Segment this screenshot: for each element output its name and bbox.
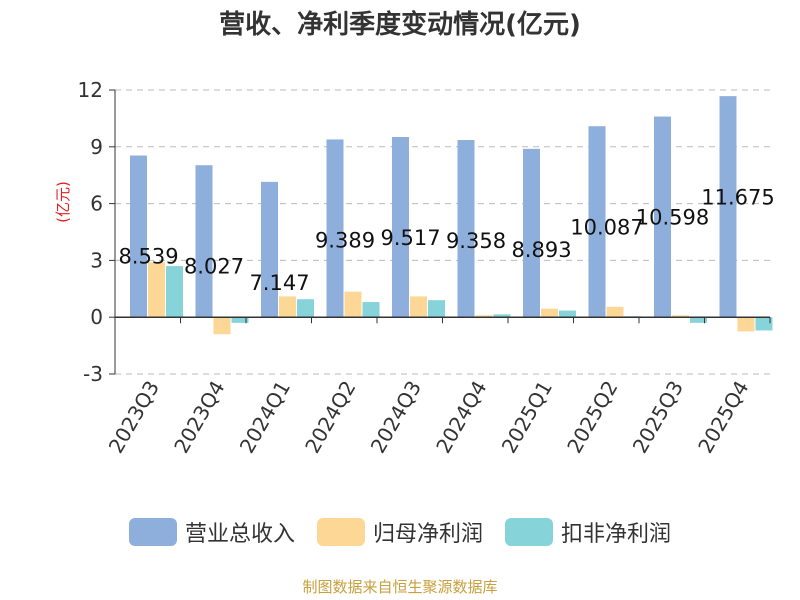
- bar-deducted_profit-2023Q4: [231, 317, 249, 323]
- x-tick-label: 2025Q3: [628, 377, 688, 458]
- x-tick-label: 2023Q3: [104, 377, 164, 458]
- x-tick-label: 2024Q1: [235, 377, 295, 458]
- legend-item[interactable]: 扣非净利润: [505, 516, 671, 548]
- legend-label: 扣非净利润: [561, 522, 672, 547]
- legend-label: 营业总收入: [184, 522, 295, 547]
- bar-deducted_profit-2025Q4: [755, 317, 773, 331]
- bar-revenue-2024Q4: [457, 140, 475, 318]
- bar-revenue-2024Q3: [392, 137, 409, 318]
- bar-value-label: 8.893: [511, 238, 571, 262]
- bar-net_profit-2025Q4: [737, 317, 755, 332]
- y-axis-unit-label: (亿元): [54, 181, 72, 223]
- legend-swatch: [505, 518, 553, 546]
- bar-value-label: 10.598: [636, 206, 709, 230]
- chart-legend: 营业总收入 归母净利润 扣非净利润: [0, 516, 800, 548]
- y-tick-label: -3: [83, 362, 103, 386]
- bar-revenue-2025Q1: [523, 148, 540, 318]
- x-tick-label: 2024Q3: [366, 377, 426, 458]
- bar-net_profit-2024Q3: [410, 296, 427, 318]
- bar-value-label: 9.389: [315, 229, 375, 253]
- bar-value-label: 9.517: [380, 226, 440, 250]
- bar-deducted_profit-2024Q3: [428, 300, 445, 318]
- bar-revenue-2023Q4: [195, 165, 213, 318]
- bar-revenue-2024Q1: [261, 181, 278, 318]
- bar-value-label: 8.027: [184, 254, 244, 278]
- y-tick-label: 12: [78, 78, 103, 102]
- bar-net_profit-2025Q1: [541, 308, 558, 318]
- chart-title: 营收、净利季度变动情况(亿元): [219, 10, 581, 40]
- x-tick-label: 2024Q4: [431, 377, 491, 458]
- legend-label: 归母净利润: [372, 522, 483, 547]
- bar-revenue-2023Q3: [130, 155, 147, 318]
- legend-swatch: [128, 518, 177, 546]
- bar-revenue-2024Q2: [326, 139, 344, 318]
- y-tick-label: 6: [90, 192, 103, 216]
- y-tick-label: 9: [90, 135, 103, 159]
- x-tick-label: 2025Q2: [562, 377, 622, 458]
- bar-deducted_profit-2025Q3: [690, 317, 707, 323]
- bar-value-label: 11.675: [701, 185, 774, 209]
- bar-net_profit-2025Q3: [672, 315, 689, 318]
- x-tick-label: 2023Q4: [169, 377, 229, 458]
- bar-net_profit-2024Q4: [475, 315, 493, 318]
- bar-value-label: 7.147: [249, 271, 309, 295]
- bar-net_profit-2025Q2: [606, 306, 624, 318]
- bar-deducted_profit-2024Q4: [493, 314, 511, 318]
- y-tick-label: 0: [90, 305, 103, 329]
- legend-item[interactable]: 营业总收入: [128, 516, 295, 548]
- bar-value-label: 8.539: [118, 245, 178, 269]
- x-tick-label: 2025Q4: [693, 377, 753, 458]
- bar-revenue-2025Q4: [719, 96, 737, 318]
- bar-revenue-2025Q2: [588, 126, 606, 318]
- legend-item[interactable]: 归母净利润: [316, 516, 483, 548]
- bar-net_profit-2023Q3: [148, 262, 165, 318]
- bar-deducted_profit-2023Q3: [166, 266, 183, 318]
- x-tick-label: 2025Q1: [497, 377, 557, 458]
- bar-deducted_profit-2024Q1: [297, 299, 314, 318]
- bar-net_profit-2023Q4: [213, 317, 231, 335]
- bar-net_profit-2024Q2: [344, 291, 362, 318]
- y-tick-label: 3: [90, 248, 103, 272]
- bar-deducted_profit-2024Q2: [362, 302, 380, 318]
- bar-value-label: 9.358: [446, 229, 506, 253]
- bar-net_profit-2024Q1: [279, 296, 296, 318]
- data-source-note: 制图数据来自恒生聚源数据库: [302, 578, 498, 596]
- legend-swatch: [316, 518, 365, 546]
- bar-value-label: 10.087: [570, 215, 643, 239]
- x-tick-label: 2024Q2: [300, 377, 360, 458]
- bar-revenue-2025Q3: [654, 116, 671, 318]
- bar-deducted_profit-2025Q1: [559, 310, 576, 318]
